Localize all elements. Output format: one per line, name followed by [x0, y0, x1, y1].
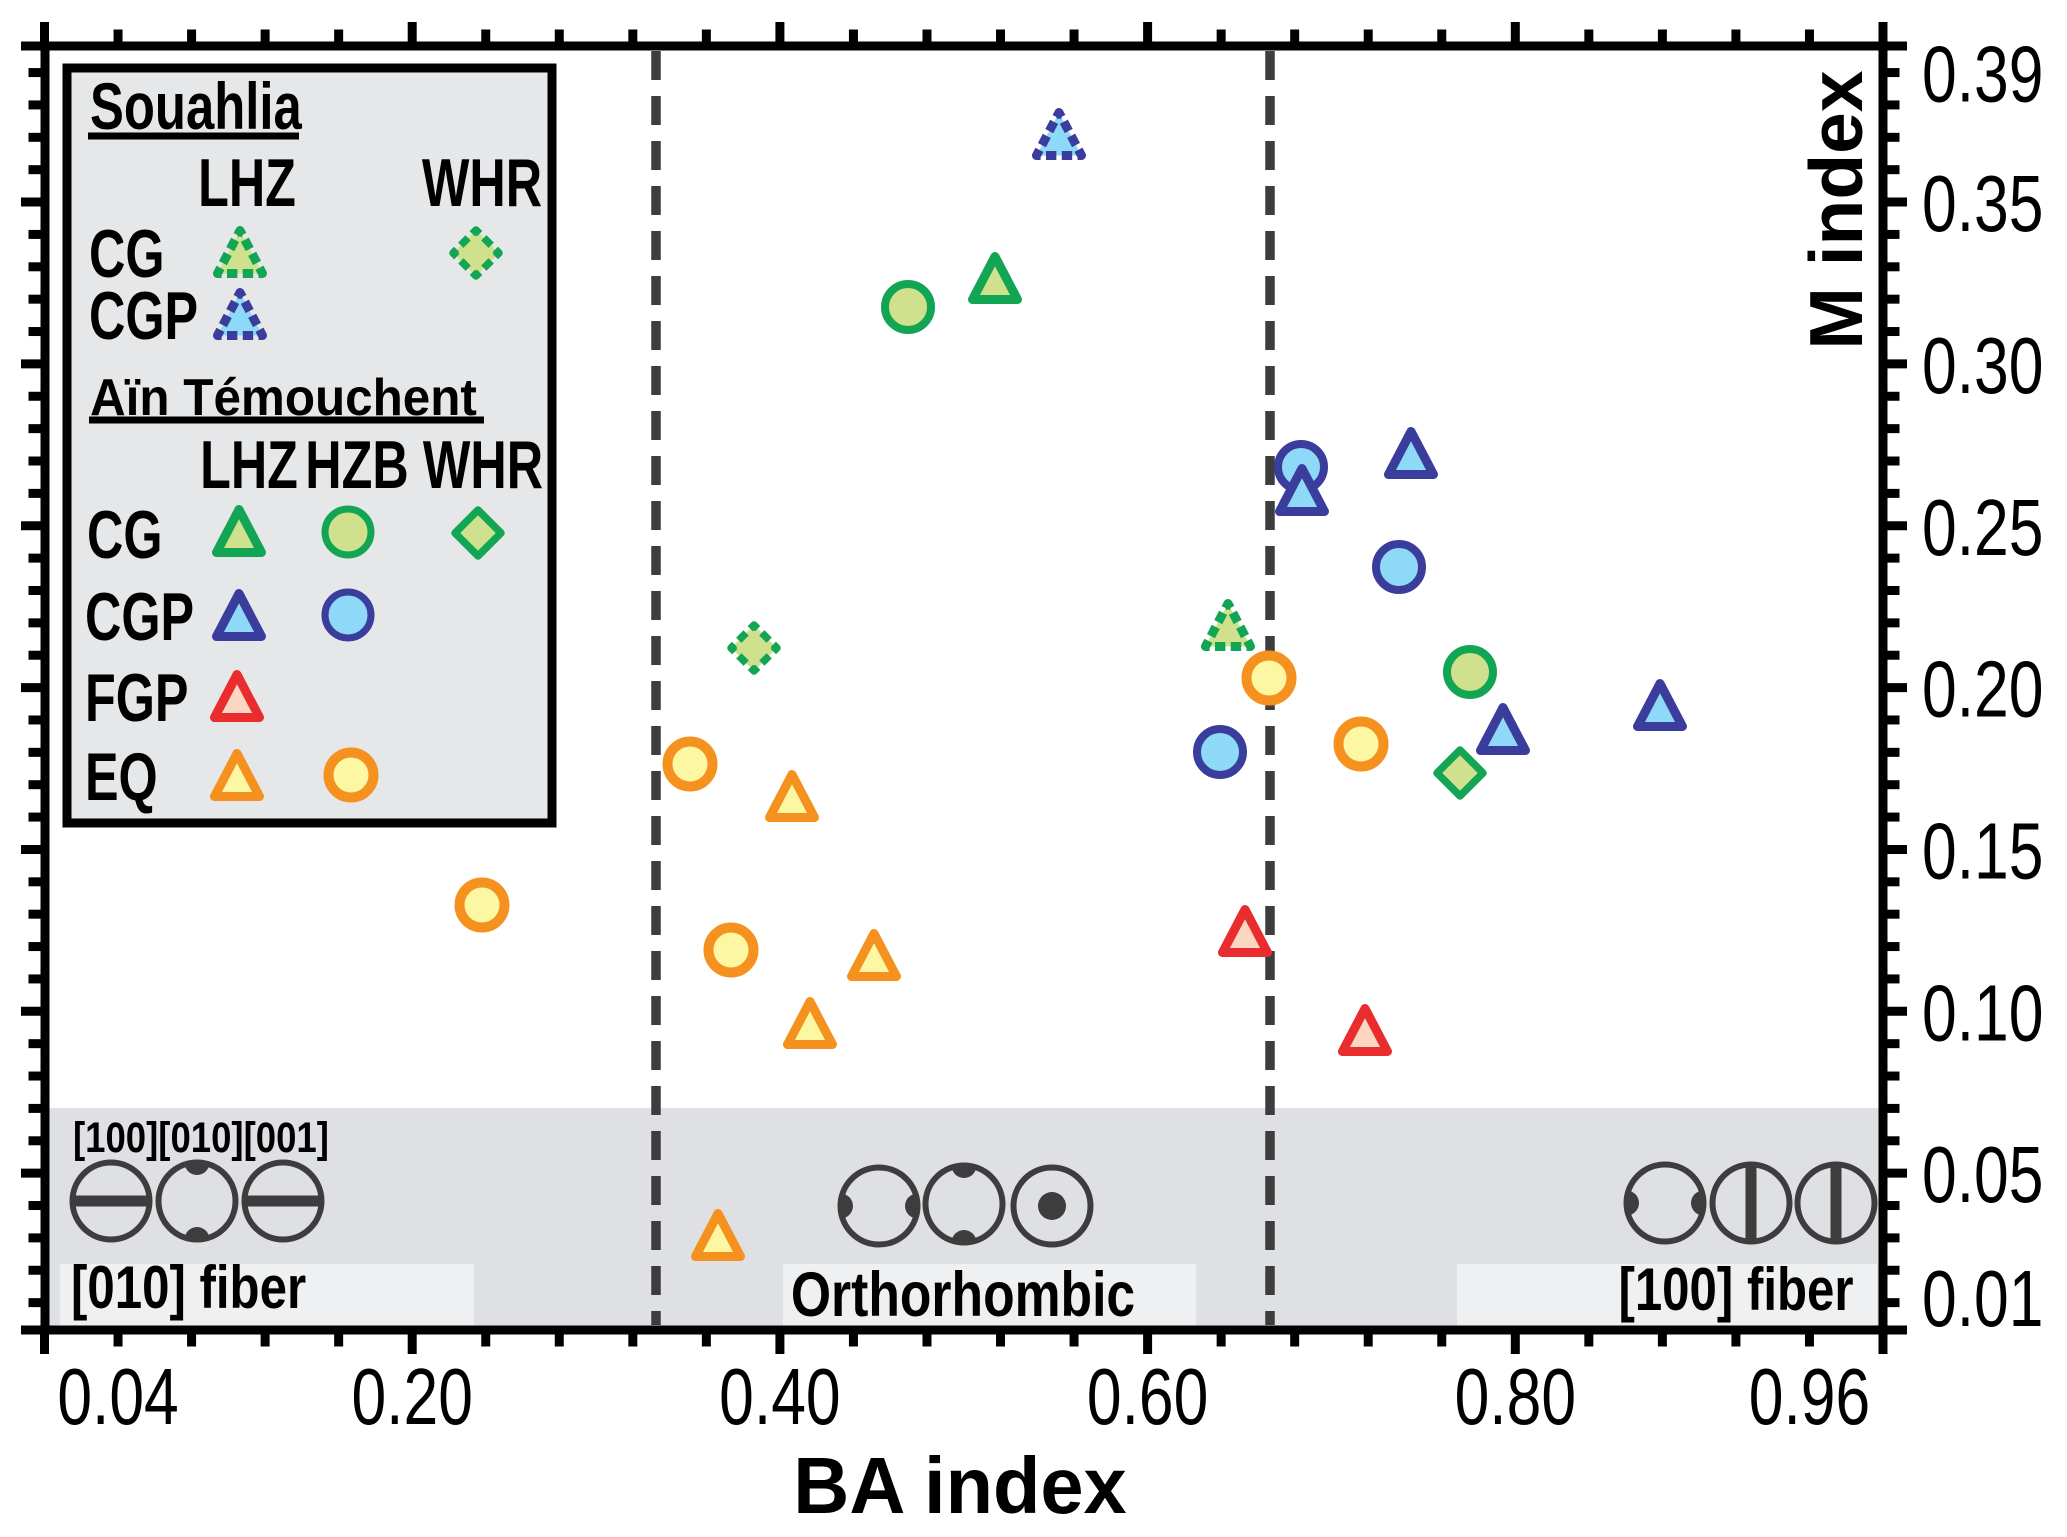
svg-text:Orthorhombic: Orthorhombic	[791, 1260, 1135, 1330]
svg-text:[010] fiber: [010] fiber	[71, 1253, 306, 1321]
svg-text:Souahlia: Souahlia	[90, 71, 303, 144]
svg-text:CG: CG	[89, 216, 164, 292]
svg-text:BA index: BA index	[793, 1441, 1127, 1530]
svg-text:0.04: 0.04	[57, 1353, 178, 1442]
svg-text:0.30: 0.30	[1922, 322, 2043, 411]
svg-text:0.10: 0.10	[1922, 969, 2043, 1058]
svg-text:0.80: 0.80	[1455, 1353, 1576, 1442]
svg-text:LHZ: LHZ	[200, 427, 298, 503]
svg-text:0.39: 0.39	[1922, 30, 2043, 119]
svg-text:0.60: 0.60	[1087, 1353, 1208, 1442]
svg-text:LHZ: LHZ	[198, 145, 296, 221]
svg-text:0.20: 0.20	[1922, 645, 2043, 734]
svg-text:EQ: EQ	[85, 739, 158, 815]
svg-text:0.01: 0.01	[1922, 1255, 2043, 1344]
svg-text:0.15: 0.15	[1922, 807, 2043, 896]
svg-text:CGP: CGP	[85, 579, 194, 655]
svg-text:WHR: WHR	[423, 427, 543, 503]
svg-text:FGP: FGP	[85, 660, 188, 736]
svg-text:WHR: WHR	[422, 145, 542, 221]
svg-text:CG: CG	[87, 497, 162, 573]
svg-text:0.96: 0.96	[1749, 1353, 1870, 1442]
svg-text:0.40: 0.40	[719, 1353, 840, 1442]
svg-text:0.35: 0.35	[1922, 160, 2043, 249]
svg-text:[100] fiber: [100] fiber	[1618, 1255, 1853, 1323]
svg-text:CGP: CGP	[89, 278, 198, 354]
svg-text:0.20: 0.20	[351, 1353, 472, 1442]
svg-text:0.05: 0.05	[1922, 1131, 2043, 1220]
svg-text:[100][010][001]: [100][010][001]	[73, 1114, 329, 1161]
svg-text:HZB: HZB	[305, 427, 408, 503]
svg-text:M index: M index	[1794, 70, 1878, 349]
svg-text:0.25: 0.25	[1922, 483, 2043, 572]
